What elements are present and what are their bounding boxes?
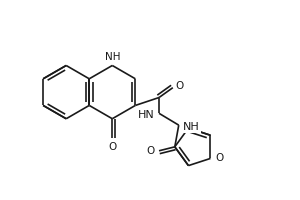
Text: NH: NH — [183, 122, 200, 132]
Text: O: O — [147, 146, 155, 156]
Text: NH: NH — [104, 52, 120, 62]
Text: O: O — [176, 81, 184, 91]
Text: HN: HN — [138, 110, 155, 120]
Text: O: O — [215, 153, 224, 163]
Text: O: O — [108, 142, 116, 152]
